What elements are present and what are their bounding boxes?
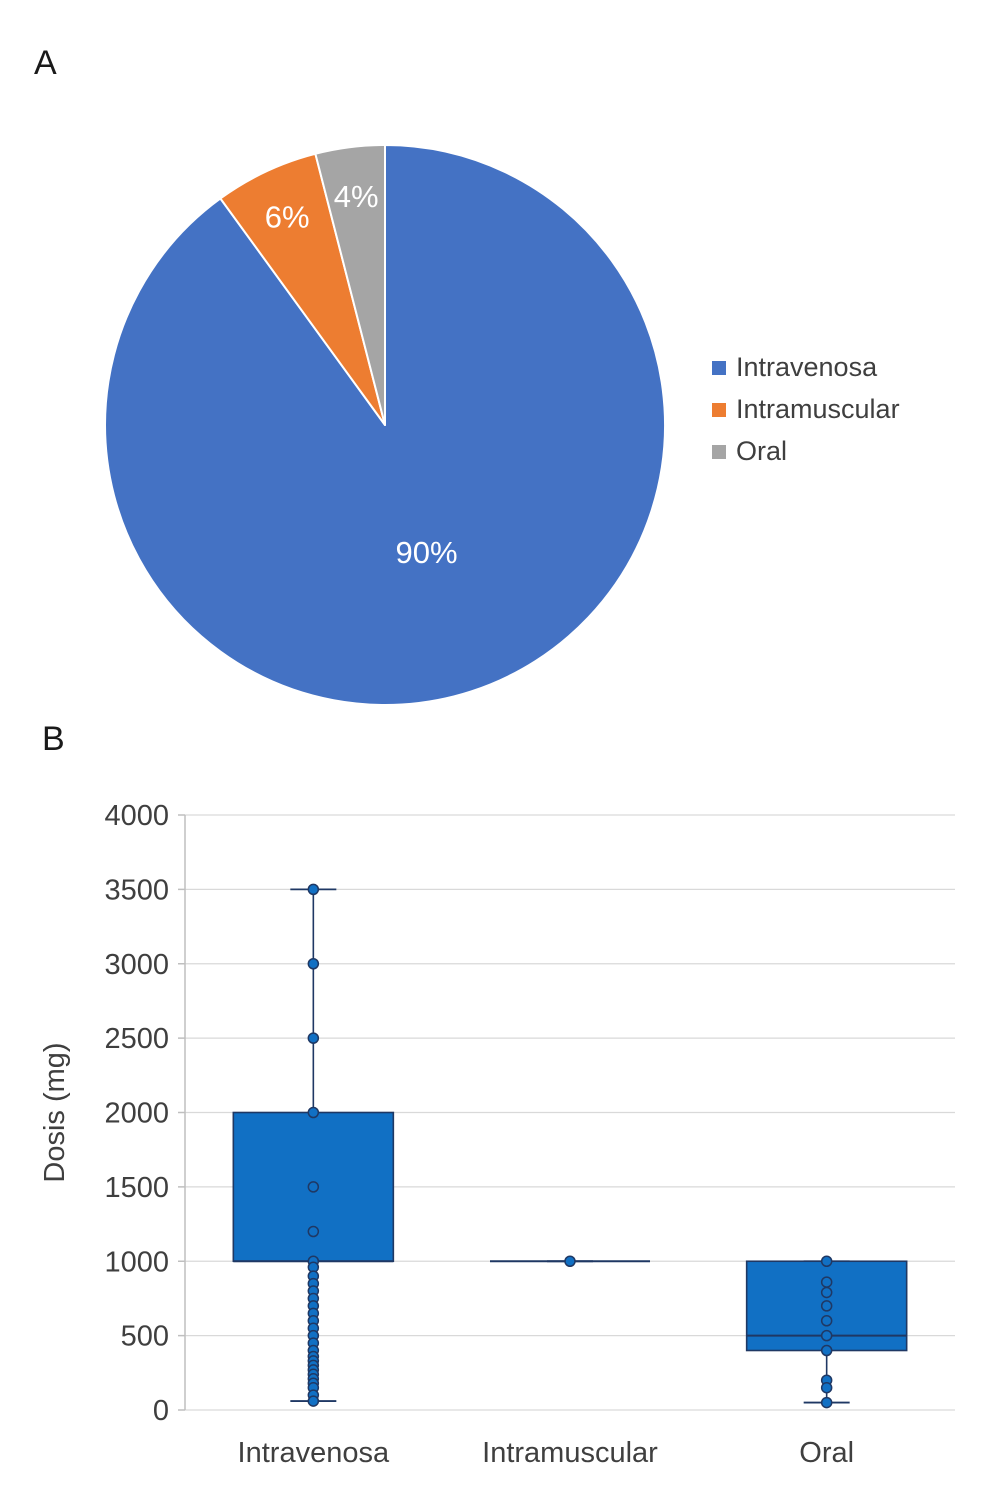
pie-slice-label: 4% — [334, 179, 379, 214]
pie-slice-oral — [314, 144, 386, 426]
data-point — [564, 1255, 576, 1267]
legend-swatch-icon — [712, 360, 726, 375]
legend-label: Intramuscular — [736, 394, 900, 424]
legend-swatch-icon — [712, 402, 726, 417]
data-point — [820, 1286, 833, 1299]
panel-a-label: A — [34, 44, 57, 82]
legend-label: Oral — [736, 436, 788, 466]
data-point — [820, 1344, 833, 1357]
y-tick-label: 2500 — [104, 1023, 169, 1055]
box-plot-chart: 0 500 1000 1500 2000 2500 3000 3500 4000 Dosis (m… — [39, 780, 970, 1480]
data-point — [307, 1181, 320, 1193]
y-tick-label: 500 — [121, 1321, 169, 1353]
legend-item-intravenosa: Intravenosa — [712, 352, 900, 383]
data-point — [820, 1381, 833, 1394]
y-axis-title: Dosis (mg) — [40, 1042, 71, 1182]
panel-b-label: B — [42, 720, 65, 758]
legend-item-oral: Oral — [712, 436, 900, 467]
data-point — [307, 883, 320, 896]
pie-slice-label: 6% — [265, 199, 310, 234]
pie-chart: 90% 6% 4% — [85, 125, 685, 725]
legend-swatch-icon — [712, 444, 726, 459]
data-point — [820, 1396, 833, 1409]
y-tick-label: 0 — [153, 1395, 169, 1427]
y-tick-label: 1000 — [104, 1246, 169, 1278]
data-point — [307, 1395, 320, 1407]
y-tick-label: 3000 — [104, 949, 169, 981]
data-point — [820, 1255, 833, 1267]
pie-slice-label: 90% — [395, 535, 457, 570]
y-tick-label: 4000 — [104, 800, 169, 832]
data-point — [820, 1300, 833, 1312]
data-point — [307, 1106, 320, 1119]
data-point — [307, 958, 320, 970]
pie-slice-intravenosa — [104, 144, 666, 706]
legend-item-intramuscular: Intramuscular — [712, 394, 900, 425]
y-tick-label: 3500 — [104, 874, 169, 906]
y-tick-label: 1500 — [104, 1172, 169, 1204]
box-plot-svg: 0 500 1000 1500 2000 2500 3000 3500 4000 Dosis (m… — [39, 800, 955, 1469]
data-point — [307, 1032, 320, 1044]
category-label-oral: Oral — [799, 1437, 854, 1469]
data-point — [820, 1276, 833, 1288]
legend-label: Intravenosa — [736, 352, 878, 382]
pie-legend: Intravenosa Intramuscular Oral — [712, 352, 900, 478]
category-label-intravenosa: Intravenosa — [238, 1437, 390, 1469]
data-point — [307, 1225, 320, 1238]
category-label-intramuscular: Intramuscular — [482, 1437, 658, 1469]
data-point — [820, 1315, 833, 1327]
y-tick-label: 2000 — [104, 1098, 169, 1130]
data-point — [820, 1329, 833, 1342]
pie-svg: 90% 6% 4% — [104, 144, 666, 706]
